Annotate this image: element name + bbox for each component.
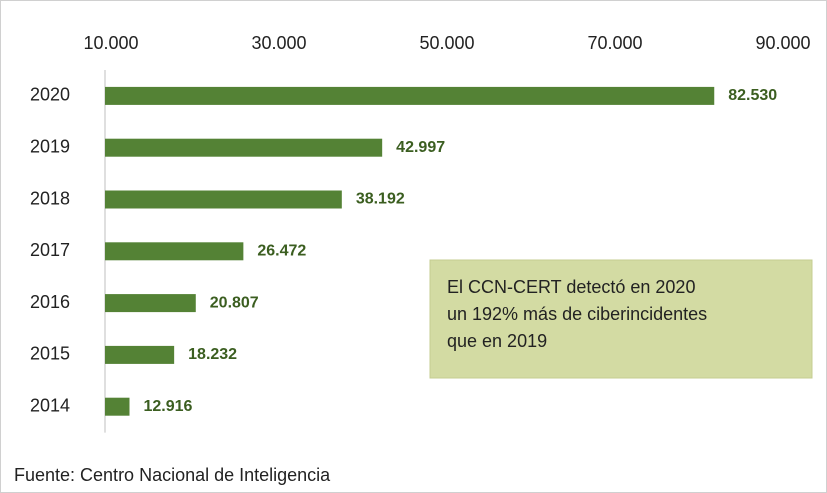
- bar: [105, 190, 342, 209]
- y-tick-label: 2016: [30, 292, 70, 312]
- annotation-text: que en 2019: [447, 331, 547, 351]
- data-label: 12.916: [143, 398, 192, 415]
- data-label: 18.232: [188, 346, 237, 363]
- bar: [105, 294, 196, 313]
- bar: [105, 138, 383, 157]
- y-tick-label: 2014: [30, 395, 70, 415]
- y-tick-label: 2020: [30, 85, 70, 105]
- y-tick-label: 2019: [30, 136, 70, 156]
- data-label: 38.192: [356, 191, 405, 208]
- data-label: 82.530: [728, 87, 777, 104]
- x-tick-label: 30.000: [251, 33, 306, 53]
- bar: [105, 345, 175, 364]
- data-label: 20.807: [210, 294, 259, 311]
- bar: [105, 397, 130, 416]
- y-tick-label: 2015: [30, 344, 70, 364]
- x-tick-label: 10.000: [83, 33, 138, 53]
- y-tick-label: 2017: [30, 240, 70, 260]
- bar: [105, 242, 244, 261]
- annotation-box: [429, 259, 813, 379]
- source: Fuente: Centro Nacional de Inteligencia: [14, 465, 331, 485]
- data-label: 42.997: [396, 139, 445, 156]
- y-tick-label: 2018: [30, 188, 70, 208]
- bar: [105, 86, 715, 105]
- data-label: 26.472: [257, 243, 306, 260]
- x-tick-label: 50.000: [419, 33, 474, 53]
- annotation-text: un 192% más de ciberincidentes: [447, 304, 707, 324]
- annotation-text: El CCN-CERT detectó en 2020: [447, 277, 695, 297]
- x-tick-label: 70.000: [587, 33, 642, 53]
- x-tick-label: 90.000: [755, 33, 810, 53]
